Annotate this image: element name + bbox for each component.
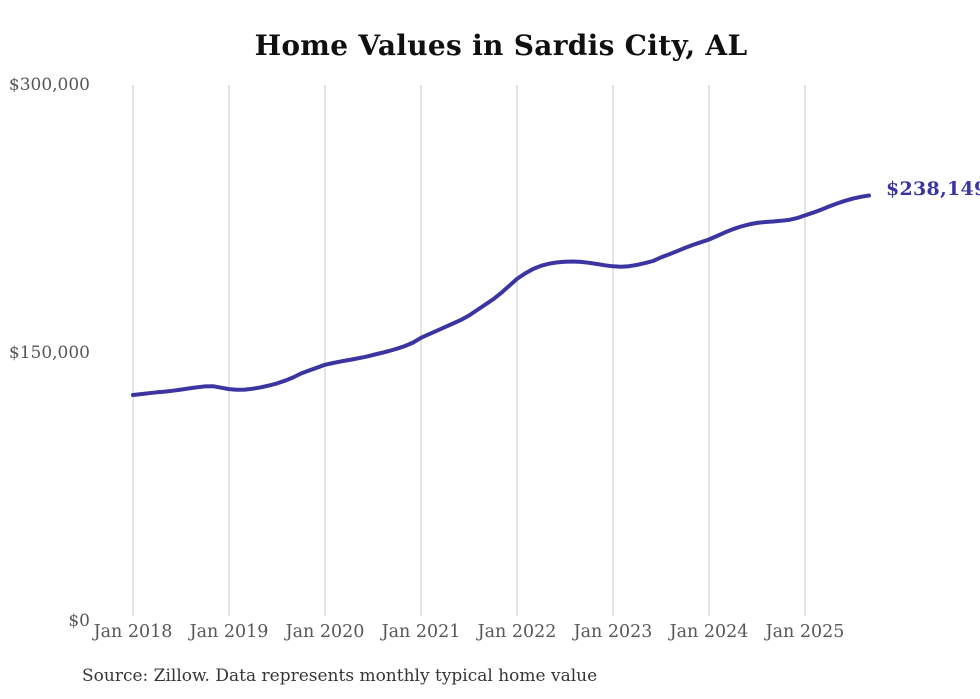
x-tick-label: Jan 2019 [189,622,269,642]
y-tick-label: $150,000 [8,343,90,363]
x-tick-label: Jan 2024 [669,622,749,642]
y-tick-label: $300,000 [8,75,90,95]
latest-value-label: $238,149 [886,178,980,200]
x-tick-label: Jan 2023 [573,622,653,642]
y-tick-label: $0 [68,611,90,631]
chart-title: Home Values in Sardis City, AL [254,29,748,62]
x-tick-label: Jan 2021 [381,622,461,642]
x-tick-label: Jan 2022 [477,622,557,642]
x-tick-label: Jan 2025 [765,622,845,642]
home-value-line [131,193,871,397]
x-tick-label: Jan 2020 [285,622,365,642]
x-tick-label: Jan 2018 [93,622,173,642]
source-note: Source: Zillow. Data represents monthly … [82,666,598,686]
